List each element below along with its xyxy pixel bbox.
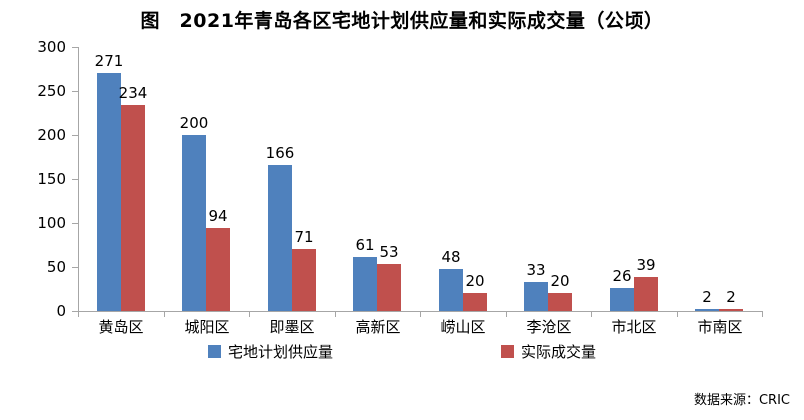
bar-城阳区-宅地计划供应量 — [182, 135, 206, 311]
x-axis-tick-mark — [591, 312, 592, 317]
x-axis-tick-mark — [249, 312, 250, 317]
bar-value-label: 26 — [612, 267, 632, 285]
x-axis-category-label: 市北区 — [611, 318, 657, 336]
bar-即墨区-宅地计划供应量 — [268, 165, 292, 311]
legend-label-deal: 实际成交量 — [521, 343, 597, 361]
bar-即墨区-实际成交量 — [292, 249, 316, 311]
bar-黄岛区-宅地计划供应量 — [97, 73, 121, 311]
bar-市南区-实际成交量 — [719, 309, 743, 311]
y-axis-tick-mark — [72, 47, 78, 48]
bar-value-label: 2 — [702, 288, 712, 306]
y-axis-tick-mark — [72, 91, 78, 92]
bar-城阳区-实际成交量 — [206, 228, 230, 311]
data-source-note: 数据来源：CRIC — [693, 393, 790, 408]
bar-value-label: 271 — [94, 52, 124, 70]
x-axis-tick-mark — [762, 312, 763, 317]
bar-value-label: 234 — [118, 84, 148, 102]
x-axis-category-label: 李沧区 — [526, 318, 572, 336]
bar-value-label: 20 — [465, 272, 485, 290]
bar-value-label: 33 — [526, 261, 546, 279]
bar-value-label: 39 — [636, 256, 656, 274]
bar-value-label: 200 — [179, 114, 209, 132]
x-axis-tick-mark — [164, 312, 165, 317]
legend-swatch-deal — [501, 345, 514, 358]
bar-value-label: 2 — [726, 288, 736, 306]
x-axis-category-label: 即墨区 — [269, 318, 315, 336]
bar-市北区-宅地计划供应量 — [610, 288, 634, 311]
y-axis-tick-label: 50 — [46, 258, 66, 276]
bar-市北区-实际成交量 — [634, 277, 658, 311]
bar-value-label: 71 — [294, 228, 314, 246]
bar-黄岛区-实际成交量 — [121, 105, 145, 311]
bar-崂山区-宅地计划供应量 — [439, 269, 463, 311]
bar-value-label: 20 — [550, 272, 570, 290]
bar-高新区-实际成交量 — [377, 264, 401, 311]
legend-item-deal: 实际成交量 — [501, 341, 596, 362]
x-axis-tick-mark — [506, 312, 507, 317]
legend-label-supply: 宅地计划供应量 — [227, 343, 333, 361]
bar-市南区-宅地计划供应量 — [695, 309, 719, 311]
x-axis-category-label: 城阳区 — [184, 318, 230, 336]
x-axis-category-label: 崂山区 — [440, 318, 486, 336]
legend: 宅地计划供应量 实际成交量 — [0, 341, 804, 362]
y-axis-tick-label: 150 — [37, 170, 66, 188]
bar-崂山区-实际成交量 — [463, 293, 487, 311]
bar-高新区-宅地计划供应量 — [353, 257, 377, 311]
bar-value-label: 61 — [355, 236, 375, 254]
x-axis-category-label: 高新区 — [355, 318, 401, 336]
legend-item-supply: 宅地计划供应量 — [207, 341, 333, 362]
y-axis-tick-mark — [72, 267, 78, 268]
chart-title: 图 2021年青岛各区宅地计划供应量和实际成交量（公顷） — [140, 10, 664, 32]
y-axis-tick-label: 100 — [37, 214, 66, 232]
y-axis-tick-label: 0 — [56, 302, 66, 320]
x-axis-tick-mark — [677, 312, 678, 317]
bar-李沧区-实际成交量 — [548, 293, 572, 311]
y-axis-tick-mark — [72, 223, 78, 224]
y-axis-tick-mark — [72, 135, 78, 136]
bar-value-label: 94 — [208, 207, 228, 225]
y-axis-tick-mark — [72, 179, 78, 180]
x-axis-category-label: 市南区 — [697, 318, 743, 336]
plot-area — [78, 47, 763, 312]
x-axis-tick-mark — [78, 312, 79, 317]
x-axis-tick-mark — [420, 312, 421, 317]
legend-swatch-supply — [207, 345, 221, 358]
x-axis-category-label: 黄岛区 — [98, 318, 144, 336]
y-axis-tick-label: 300 — [37, 38, 66, 56]
bar-李沧区-宅地计划供应量 — [524, 282, 548, 311]
bar-value-label: 48 — [441, 248, 461, 266]
bar-value-label: 53 — [379, 243, 399, 261]
y-axis-tick-mark — [72, 311, 78, 312]
y-axis-tick-label: 250 — [37, 82, 66, 100]
bar-value-label: 166 — [265, 144, 295, 162]
y-axis-tick-label: 200 — [37, 126, 66, 144]
x-axis-tick-mark — [335, 312, 336, 317]
